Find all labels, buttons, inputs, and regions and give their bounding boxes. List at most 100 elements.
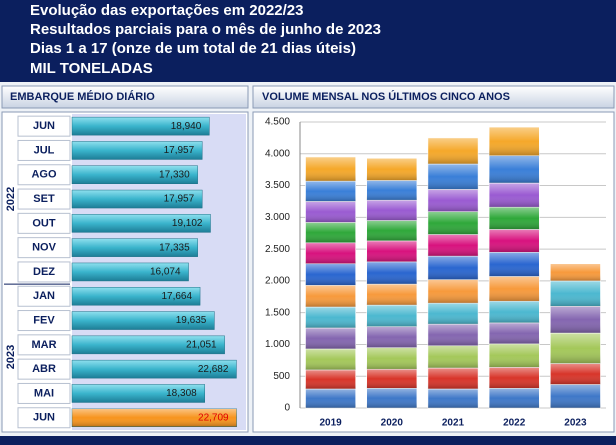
segment-shade	[366, 158, 417, 181]
x-tick-label: 2021	[442, 418, 465, 429]
segment-shade	[366, 240, 417, 262]
bar	[71, 262, 189, 282]
segment-shade	[427, 367, 479, 389]
month-box	[17, 237, 71, 259]
y-tick-label: 0	[284, 403, 290, 414]
segment-shade	[305, 306, 356, 328]
segment-shade	[427, 388, 479, 408]
y-tick-label: SET	[33, 193, 55, 205]
segment-shade	[305, 285, 356, 307]
segment-shade	[366, 180, 417, 201]
y-tick-label: JAN	[33, 290, 55, 302]
bar	[71, 214, 211, 233]
bar	[71, 116, 210, 136]
segment-shade	[366, 200, 417, 221]
x-tick-label: 2022	[503, 418, 526, 429]
footer-band	[0, 436, 616, 445]
segment-shade	[366, 326, 417, 348]
y-tick-label: 4.500	[265, 117, 290, 128]
segment-shade	[427, 137, 479, 164]
value-label: 19,635	[176, 315, 207, 326]
segment-shade	[366, 388, 417, 408]
bar	[71, 311, 215, 330]
segment-shade	[550, 333, 601, 364]
value-label: 17,957	[164, 194, 195, 205]
y-tick-label: OUT	[32, 217, 56, 229]
segment-shade	[366, 284, 417, 306]
segment-shade	[305, 327, 356, 349]
value-label: 17,957	[164, 145, 195, 156]
segment-shade	[366, 261, 417, 285]
value-label: 19,102	[172, 218, 203, 229]
bar	[71, 359, 237, 379]
segment-shade	[427, 163, 479, 190]
segment-shade	[305, 156, 356, 182]
header-band	[0, 0, 616, 82]
value-label: 17,335	[159, 242, 190, 253]
bar	[71, 189, 203, 209]
segment-shade	[305, 369, 356, 389]
month-box	[17, 188, 71, 210]
segment-shade	[489, 127, 540, 156]
panel-title-box	[1, 85, 249, 109]
group-label: 2022	[5, 187, 17, 211]
y-tick-label: MAI	[34, 387, 54, 399]
segment-shade	[305, 181, 356, 202]
month-box	[17, 212, 71, 234]
y-tick-label: 2.500	[265, 244, 290, 255]
chart-title: VOLUME MENSAL NOS ÚLTIMOS CINCO ANOS	[262, 90, 510, 103]
bar	[71, 335, 225, 355]
x-tick-label: 2019	[319, 418, 342, 429]
segment-shade	[427, 279, 479, 304]
month-box	[17, 310, 71, 332]
segment-shade	[489, 155, 540, 184]
segment-shade	[489, 207, 540, 230]
month-box	[17, 164, 71, 186]
segment-shade	[305, 242, 356, 264]
header-line: Evolução das exportações em 2022/23	[30, 2, 303, 19]
value-label: 16,074	[150, 267, 181, 278]
bar	[71, 165, 198, 184]
segment-shade	[489, 367, 540, 389]
y-tick-label: 1.000	[265, 339, 290, 350]
segment-shade	[427, 324, 479, 346]
value-label: 18,940	[171, 121, 202, 132]
segment-shade	[489, 343, 540, 368]
header-line: Resultados parciais para o mês de junho …	[30, 21, 381, 38]
y-tick-label: 3.000	[265, 212, 290, 223]
header-line: MIL TONELADAS	[30, 60, 153, 77]
chart-title: EMBARQUE MÉDIO DIÁRIO	[10, 90, 155, 103]
segment-shade	[366, 347, 417, 370]
y-tick-label: NOV	[32, 242, 57, 254]
bar	[71, 141, 203, 160]
y-tick-label: 3.500	[265, 180, 290, 191]
panel-title-box	[252, 85, 615, 109]
segment-shade	[489, 229, 540, 253]
value-label: 18,308	[166, 388, 197, 399]
group-label: 2023	[5, 345, 17, 369]
segment-shade	[366, 305, 417, 327]
y-tick-label: AGO	[31, 169, 57, 181]
segment-shade	[305, 201, 356, 223]
segment-shade	[427, 345, 479, 368]
month-box	[17, 382, 71, 404]
y-tick-label: JUL	[34, 144, 55, 156]
segment-shade	[427, 189, 479, 212]
segment-shade	[305, 263, 356, 286]
value-label: 21,051	[186, 339, 217, 350]
segment-shade	[550, 280, 601, 307]
segment-shade	[489, 183, 540, 208]
y-tick-label: ABR	[32, 363, 56, 375]
y-tick-label: 1.500	[265, 307, 290, 318]
month-box	[17, 261, 71, 283]
segment-shade	[489, 276, 540, 302]
segment-shade	[427, 211, 479, 235]
month-box	[17, 358, 71, 380]
month-box	[17, 115, 71, 137]
segment-shade	[550, 306, 601, 334]
y-tick-label: 2.000	[265, 276, 290, 287]
month-box	[17, 334, 71, 356]
segment-shade	[550, 384, 601, 408]
month-box	[17, 139, 71, 161]
value-label: 22,709	[198, 412, 229, 423]
